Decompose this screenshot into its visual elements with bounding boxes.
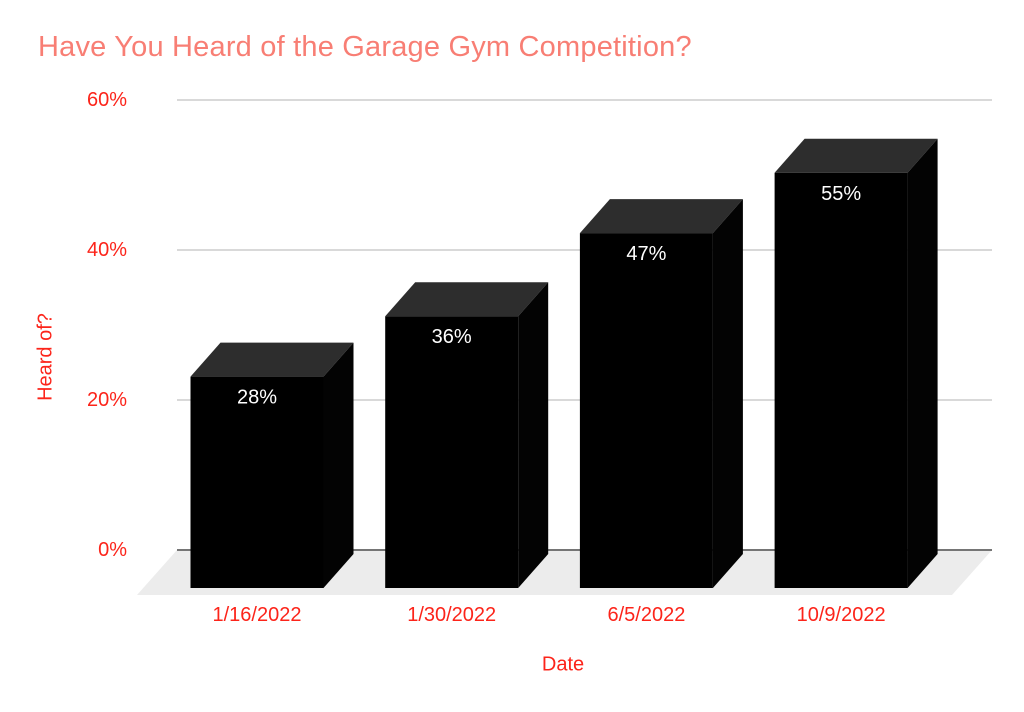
bar-side [712, 199, 743, 588]
x-tick-label: 6/5/2022 [607, 604, 685, 626]
bar-top [579, 199, 743, 234]
bar-value-label: 28% [237, 387, 277, 409]
bar-value-label: 36% [432, 326, 472, 348]
x-tick-label: 10/9/2022 [797, 604, 886, 626]
bar-front [190, 376, 324, 588]
chart-title: Have You Heard of the Garage Gym Competi… [38, 31, 692, 63]
x-tick-label: 1/30/2022 [407, 604, 496, 626]
y-tick-label: 60% [87, 89, 127, 111]
bar-top [385, 282, 549, 317]
y-tick-label: 20% [87, 389, 127, 411]
bar-front [385, 316, 519, 588]
x-axis-title: Date [541, 653, 585, 676]
bar-side [518, 282, 549, 588]
bar-top [190, 342, 354, 377]
bar-side [907, 138, 938, 588]
y-tick-label: 40% [87, 239, 127, 261]
bar-front [774, 172, 908, 588]
y-tick-label: 0% [98, 539, 127, 561]
bar-value-label: 55% [821, 183, 861, 205]
bar-side [323, 342, 354, 588]
bar-top [774, 138, 938, 173]
bar-front [579, 233, 713, 588]
bar-value-label: 47% [626, 243, 666, 265]
x-tick-label: 1/16/2022 [213, 604, 302, 626]
